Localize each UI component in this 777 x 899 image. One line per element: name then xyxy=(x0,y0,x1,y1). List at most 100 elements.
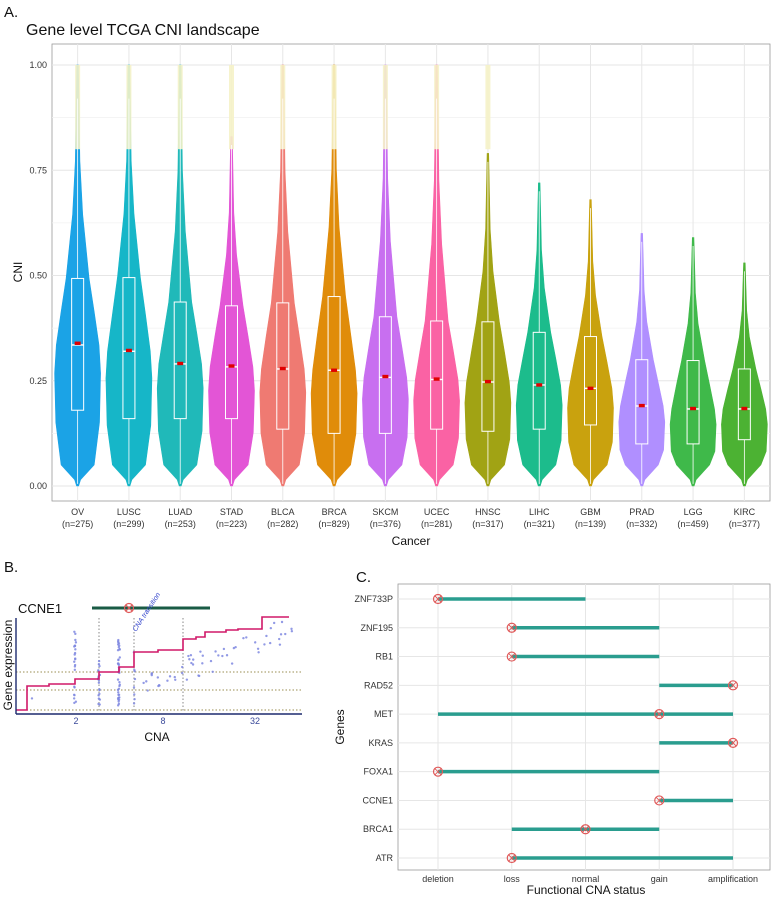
panel-a-xtick-count: (n=223) xyxy=(216,519,247,529)
cna-status-marker xyxy=(432,766,444,777)
panel-a-xtick: LUAD xyxy=(168,507,193,517)
expression-point xyxy=(133,668,136,672)
panel-b-xtick-2: 2 xyxy=(73,716,78,726)
expression-point xyxy=(190,661,193,665)
mean-marker xyxy=(382,374,389,379)
cna-status-marker xyxy=(727,737,739,748)
violin-lusc xyxy=(105,64,153,487)
mean-marker xyxy=(638,403,645,408)
violin-hnsc xyxy=(464,65,512,487)
expression-point xyxy=(118,680,121,684)
expression-point xyxy=(290,627,293,631)
expression-point xyxy=(98,692,101,696)
expression-point xyxy=(74,641,78,644)
violin-luad xyxy=(156,64,204,487)
panel-a-xtick: SKCM xyxy=(372,507,398,517)
panel-a-xtick-count: (n=377) xyxy=(729,519,760,529)
expression-point xyxy=(174,678,177,682)
expression-point xyxy=(214,650,217,653)
expression-point xyxy=(73,668,77,672)
panel-c-status-label: gain xyxy=(651,874,668,884)
expression-point xyxy=(145,680,148,683)
expression-point xyxy=(117,658,120,662)
expression-point xyxy=(118,656,121,659)
violin-prad xyxy=(618,233,666,487)
mean-marker xyxy=(74,341,81,345)
panel-a-xtick-count: (n=299) xyxy=(113,519,144,529)
expression-point xyxy=(73,663,77,667)
gene-row-atr xyxy=(506,852,733,864)
expression-point xyxy=(199,650,202,653)
panel-c-x-axis-title: Functional CNA status xyxy=(527,883,646,897)
panel-c-plot-area xyxy=(397,583,771,871)
expression-point xyxy=(157,684,161,687)
panel-c-gene-label: MET xyxy=(374,709,394,719)
gene-row-znf733p xyxy=(432,593,586,605)
expression-point xyxy=(98,698,102,701)
expression-point xyxy=(257,651,260,654)
expression-point xyxy=(116,643,120,646)
panel-a-ytick: 1.00 xyxy=(29,60,47,70)
violin-body xyxy=(515,182,563,487)
panel-a-ytick: 0.75 xyxy=(29,165,47,175)
expression-point xyxy=(117,645,121,649)
expression-point xyxy=(166,679,169,682)
expression-point xyxy=(142,681,145,685)
gene-row-kras xyxy=(659,737,739,748)
panel-a-xtick: LUSC xyxy=(117,507,142,517)
expression-point xyxy=(132,686,136,689)
expression-point xyxy=(73,644,77,648)
panel-a-xtick: HNSC xyxy=(475,507,501,517)
expression-point xyxy=(74,632,77,636)
expression-point xyxy=(118,647,121,651)
panel-a-y-ticks: 0.00 0.25 0.50 0.75 1.00 xyxy=(29,60,47,491)
panel-b-gene-label: CCNE1 xyxy=(18,601,62,616)
expression-point xyxy=(73,693,76,697)
violin-tail xyxy=(229,65,234,150)
panel-b-y-axis-title: Gene expression xyxy=(1,620,15,711)
panel-a-ytick: 0.25 xyxy=(29,376,47,386)
panel-a-xtick-count: (n=376) xyxy=(370,519,401,529)
expression-point xyxy=(173,675,176,679)
panel-a-xtick: LGG xyxy=(684,507,703,517)
panel-a-xtick-count: (n=275) xyxy=(62,519,93,529)
panel-c-gene-label: ZNF195 xyxy=(360,623,393,633)
panel-c-gene-label: FOXA1 xyxy=(363,767,393,777)
expression-point xyxy=(117,638,120,642)
panel-a-xtick-count: (n=829) xyxy=(318,519,349,529)
expression-point xyxy=(146,689,149,692)
cna-status-marker xyxy=(727,680,739,691)
panel-a-xtick-count: (n=317) xyxy=(472,519,503,529)
expression-point xyxy=(279,633,283,636)
panel-a-xtick-count: (n=321) xyxy=(524,519,555,529)
panel-a-xtick: STAD xyxy=(220,507,244,517)
mean-marker xyxy=(331,368,338,372)
panel-a-ytick: 0.50 xyxy=(29,271,47,281)
expression-point xyxy=(30,697,34,700)
violin-tail xyxy=(485,65,491,150)
expression-point xyxy=(187,654,190,658)
panel-a-xtick: BRCA xyxy=(322,507,347,517)
gene-row-foxa1 xyxy=(432,766,660,777)
expression-point xyxy=(263,643,266,646)
panel-c-gene-label: CCNE1 xyxy=(362,795,393,805)
cna-status-marker xyxy=(654,795,665,806)
expression-point xyxy=(290,630,294,633)
expression-point xyxy=(156,676,160,679)
expression-point xyxy=(117,702,121,706)
expression-point xyxy=(256,647,260,651)
expression-point xyxy=(97,659,101,663)
expression-point xyxy=(242,636,245,640)
expression-point xyxy=(268,641,272,645)
panel-a-xtick: PRAD xyxy=(629,507,655,517)
panel-c-gene-ticks: ZNF733P ZNF195 RB1 RAD52 MET KRAS FOXA1 CCNE1 BR… xyxy=(354,594,393,863)
mean-marker xyxy=(228,364,235,368)
expression-point xyxy=(211,670,214,674)
expression-point xyxy=(217,654,220,657)
expression-point xyxy=(168,675,172,678)
expression-point xyxy=(222,647,226,651)
cna-status-marker xyxy=(506,622,517,633)
expression-point xyxy=(72,697,76,700)
expression-point xyxy=(98,664,101,668)
expression-point xyxy=(150,673,153,677)
